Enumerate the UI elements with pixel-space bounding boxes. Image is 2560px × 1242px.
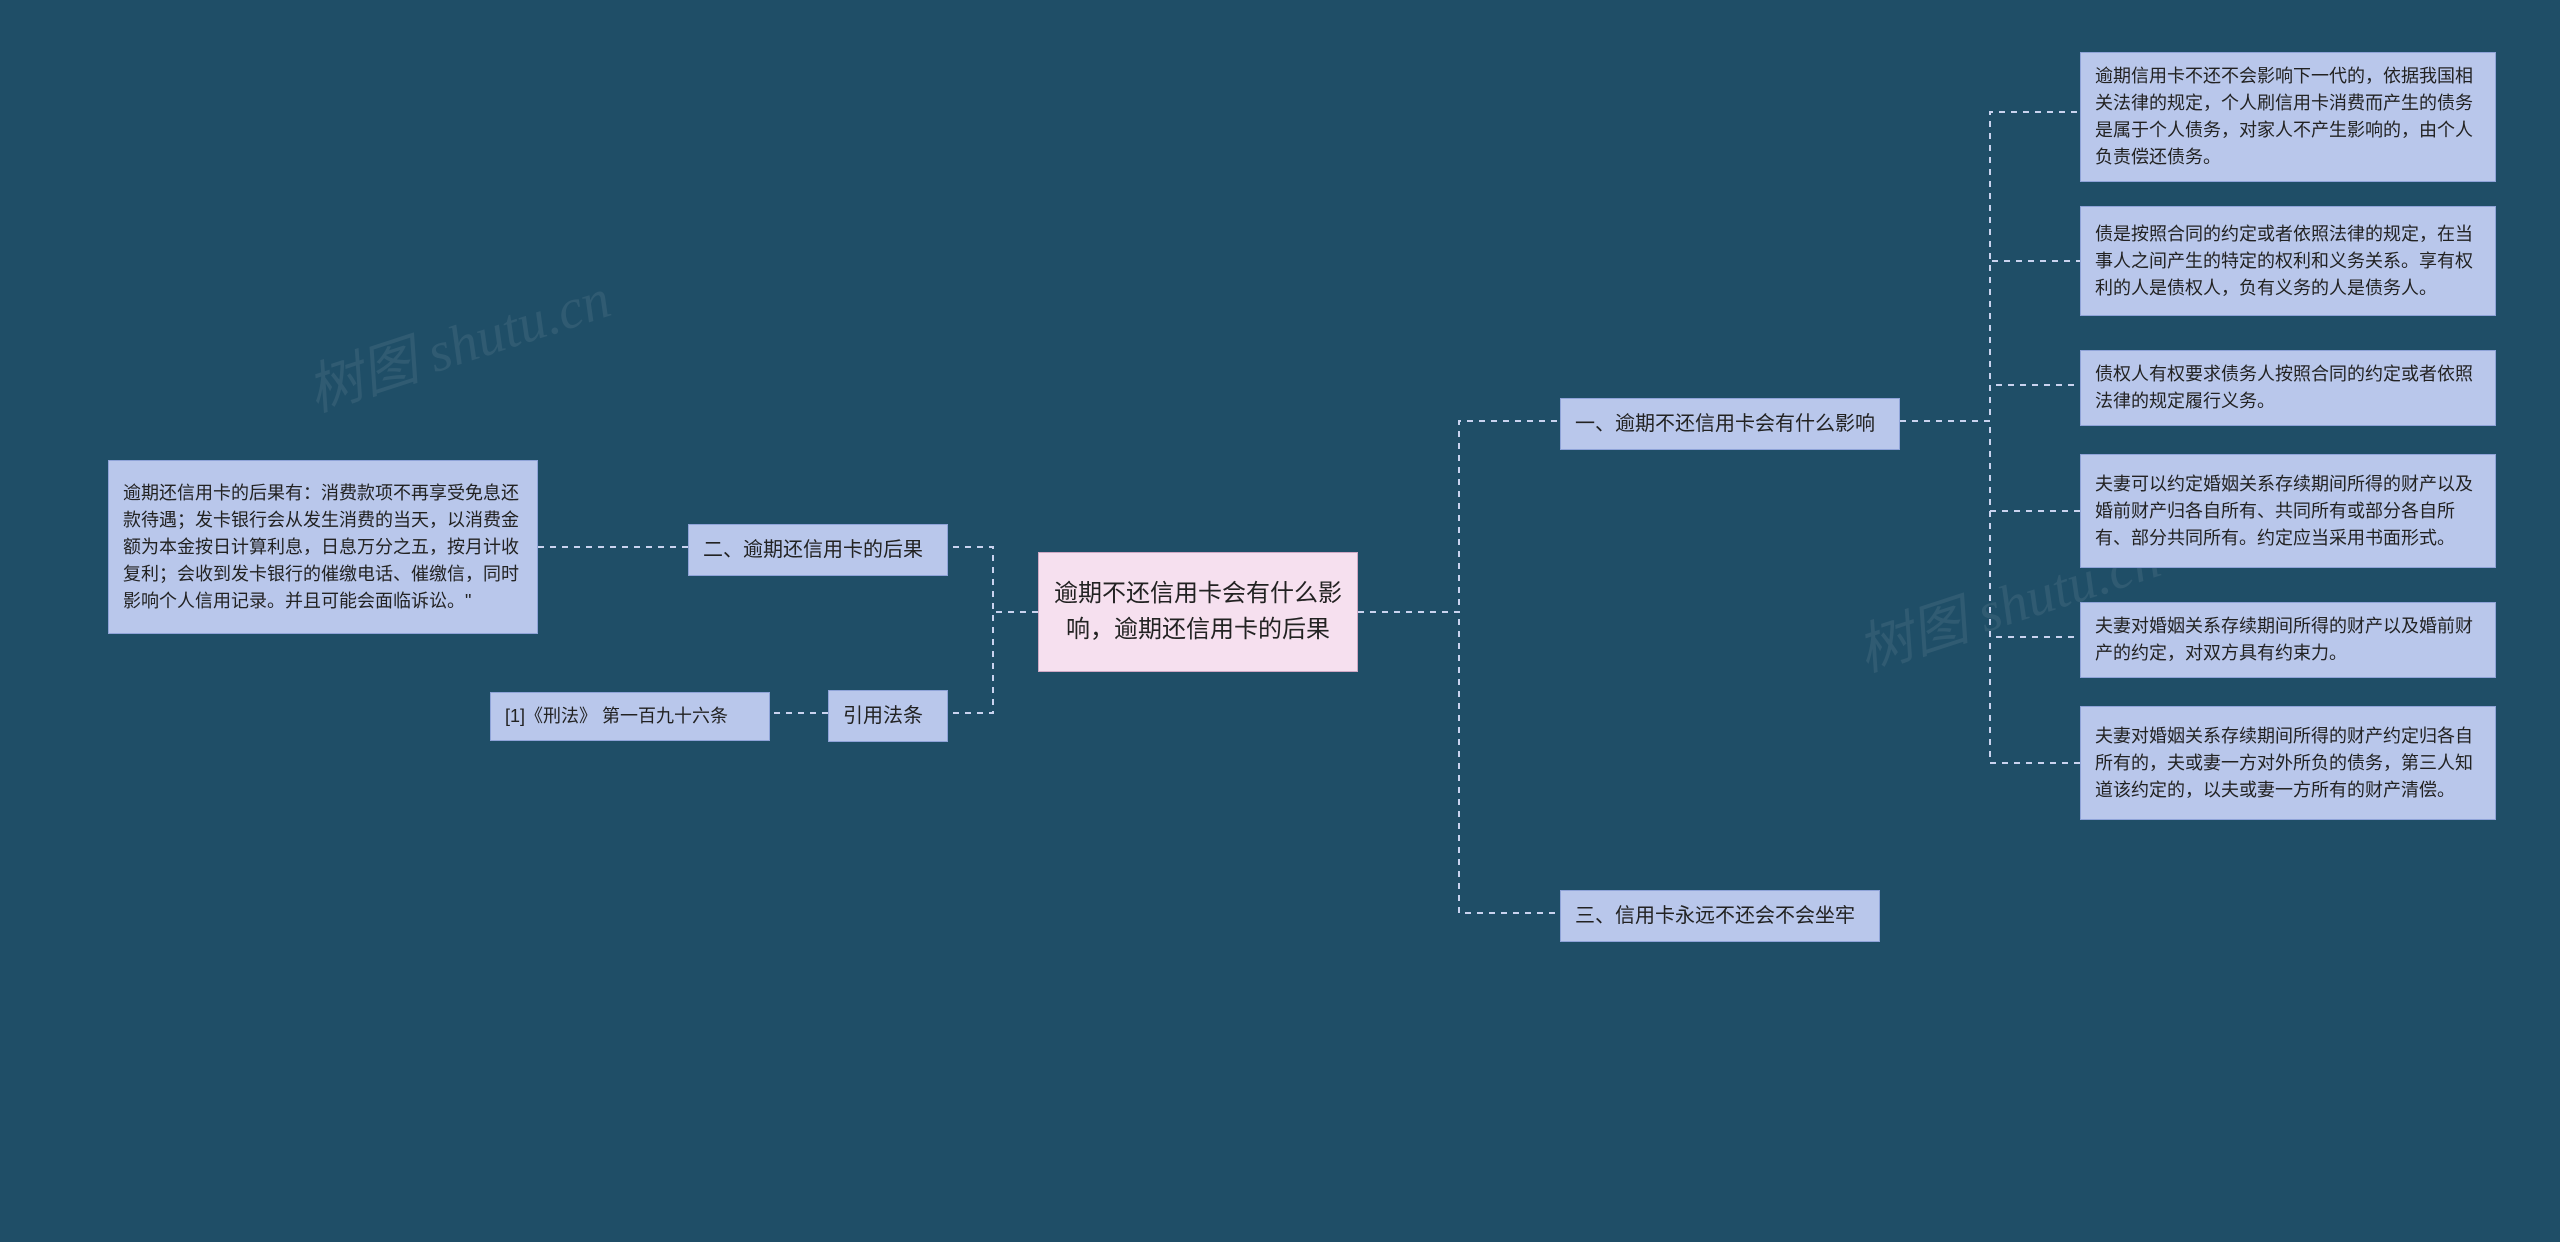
branch-node-label: 三、信用卡永远不还会不会坐牢 <box>1575 901 1855 931</box>
branch-node-label: 二、逾期还信用卡的后果 <box>703 535 923 565</box>
root-node-label: 逾期不还信用卡会有什么影响，逾期还信用卡的后果 <box>1053 576 1343 648</box>
branch-node: 三、信用卡永远不还会不会坐牢 <box>1560 890 1880 942</box>
leaf-node: 债是按照合同的约定或者依照法律的规定，在当事人之间产生的特定的权利和义务关系。享… <box>2080 206 2496 316</box>
leaf-node: 逾期信用卡不还不会影响下一代的，依据我国相关法律的规定，个人刷信用卡消费而产生的… <box>2080 52 2496 182</box>
leaf-node-label: 逾期还信用卡的后果有：消费款项不再享受免息还款待遇；发卡银行会从发生消费的当天，… <box>123 480 523 615</box>
edge <box>1900 112 2080 421</box>
edge <box>1900 385 2080 421</box>
edge <box>1900 421 2080 637</box>
leaf-node: 夫妻对婚姻关系存续期间所得的财产以及婚前财产的约定，对双方具有约束力。 <box>2080 602 2496 678</box>
edge <box>1358 612 1560 913</box>
branch-node-label: 一、逾期不还信用卡会有什么影响 <box>1575 409 1875 439</box>
root-node: 逾期不还信用卡会有什么影响，逾期还信用卡的后果 <box>1038 552 1358 672</box>
branch-node-label: 引用法条 <box>843 701 923 731</box>
leaf-node: 夫妻对婚姻关系存续期间所得的财产约定归各自所有的，夫或妻一方对外所负的债务，第三… <box>2080 706 2496 820</box>
leaf-node: [1]《刑法》 第一百九十六条 <box>490 692 770 741</box>
leaf-node: 逾期还信用卡的后果有：消费款项不再享受免息还款待遇；发卡银行会从发生消费的当天，… <box>108 460 538 634</box>
leaf-node: 债权人有权要求债务人按照合同的约定或者依照法律的规定履行义务。 <box>2080 350 2496 426</box>
leaf-node: 夫妻可以约定婚姻关系存续期间所得的财产以及婚前财产归各自所有、共同所有或部分各自… <box>2080 454 2496 568</box>
leaf-node-label: 夫妻可以约定婚姻关系存续期间所得的财产以及婚前财产归各自所有、共同所有或部分各自… <box>2095 471 2481 552</box>
branch-node: 一、逾期不还信用卡会有什么影响 <box>1560 398 1900 450</box>
branch-node: 引用法条 <box>828 690 948 742</box>
leaf-node-label: 逾期信用卡不还不会影响下一代的，依据我国相关法律的规定，个人刷信用卡消费而产生的… <box>2095 63 2481 171</box>
branch-node: 二、逾期还信用卡的后果 <box>688 524 948 576</box>
edge <box>948 547 1038 612</box>
edge <box>1358 421 1560 612</box>
leaf-node-label: [1]《刑法》 第一百九十六条 <box>505 703 728 730</box>
edge <box>1900 421 2080 511</box>
leaf-node-label: 债是按照合同的约定或者依照法律的规定，在当事人之间产生的特定的权利和义务关系。享… <box>2095 221 2481 302</box>
watermark: 树图 shutu.cn <box>295 253 619 427</box>
leaf-node-label: 夫妻对婚姻关系存续期间所得的财产约定归各自所有的，夫或妻一方对外所负的债务，第三… <box>2095 723 2481 804</box>
edge <box>948 612 1038 713</box>
leaf-node-label: 债权人有权要求债务人按照合同的约定或者依照法律的规定履行义务。 <box>2095 361 2481 415</box>
edge <box>1900 261 2080 421</box>
edge <box>1900 421 2080 763</box>
leaf-node-label: 夫妻对婚姻关系存续期间所得的财产以及婚前财产的约定，对双方具有约束力。 <box>2095 613 2481 667</box>
mindmap-canvas: 树图 shutu.cn树图 shutu.cn逾期不还信用卡会有什么影响，逾期还信… <box>0 0 2560 1242</box>
